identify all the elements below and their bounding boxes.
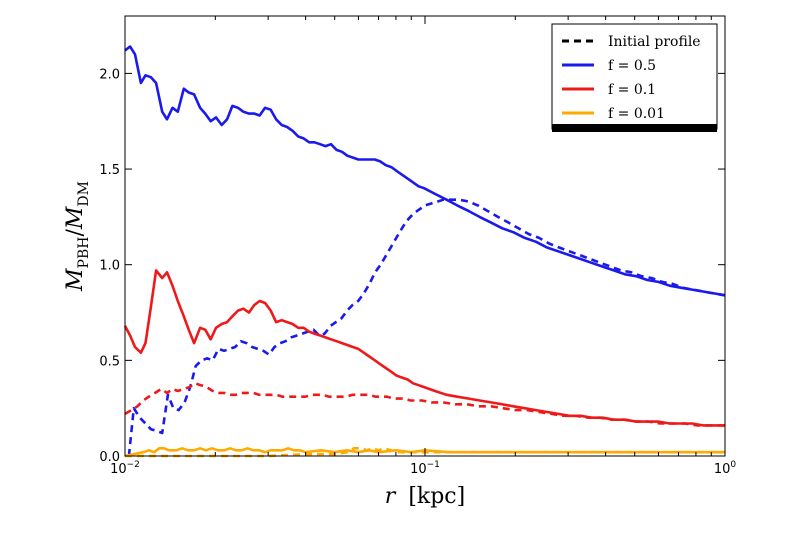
x-tick-label-0: 10−2: [110, 460, 140, 477]
legend-label-0: Initial profile: [608, 34, 701, 50]
series-line-0: [124, 45, 726, 297]
legend-label-2: f = 0.1: [608, 82, 656, 98]
y-tick-label-2: 1.0: [99, 259, 120, 274]
legend-label-1: f = 0.5: [608, 58, 656, 74]
series-line-1: [127, 198, 726, 457]
legend: Initial profile f = 0.5 f = 0.1 f = 0.01: [551, 23, 718, 132]
legend-shadow: [552, 124, 717, 132]
series-line-3: [124, 382, 725, 427]
x-tick-label-2: 100: [714, 460, 737, 477]
legend-label-3: f = 0.01: [608, 106, 665, 122]
y-tick-label-1: 0.5: [99, 354, 120, 369]
y-axis-label: MPBH/MDM: [63, 181, 92, 292]
y-axis-den-base: M: [63, 206, 88, 230]
y-tick-label-0: 0.0: [99, 450, 120, 465]
y-tick-label-3: 1.5: [99, 163, 120, 178]
x-axis-label: r [kpc]: [385, 484, 465, 509]
y-axis-num-sub: PBH: [76, 237, 92, 269]
legend-entries: Initial profile f = 0.5 f = 0.1 f = 0.01: [562, 34, 701, 122]
x-tick-label-1: 10−1: [410, 460, 440, 477]
y-tick-label-4: 2.0: [99, 67, 120, 82]
series-line-2: [123, 269, 725, 427]
x-axis-symbol: r: [385, 484, 397, 509]
y-axis-sep: /: [63, 229, 88, 237]
ticks-layer: 0.0 0.5 1.0 1.5 2.0 10−2 10−1 100: [99, 16, 736, 477]
x-axis-unit: [kpc]: [408, 484, 465, 509]
y-axis-den-sub: DM: [76, 181, 92, 207]
y-axis-num-base: M: [63, 268, 88, 292]
